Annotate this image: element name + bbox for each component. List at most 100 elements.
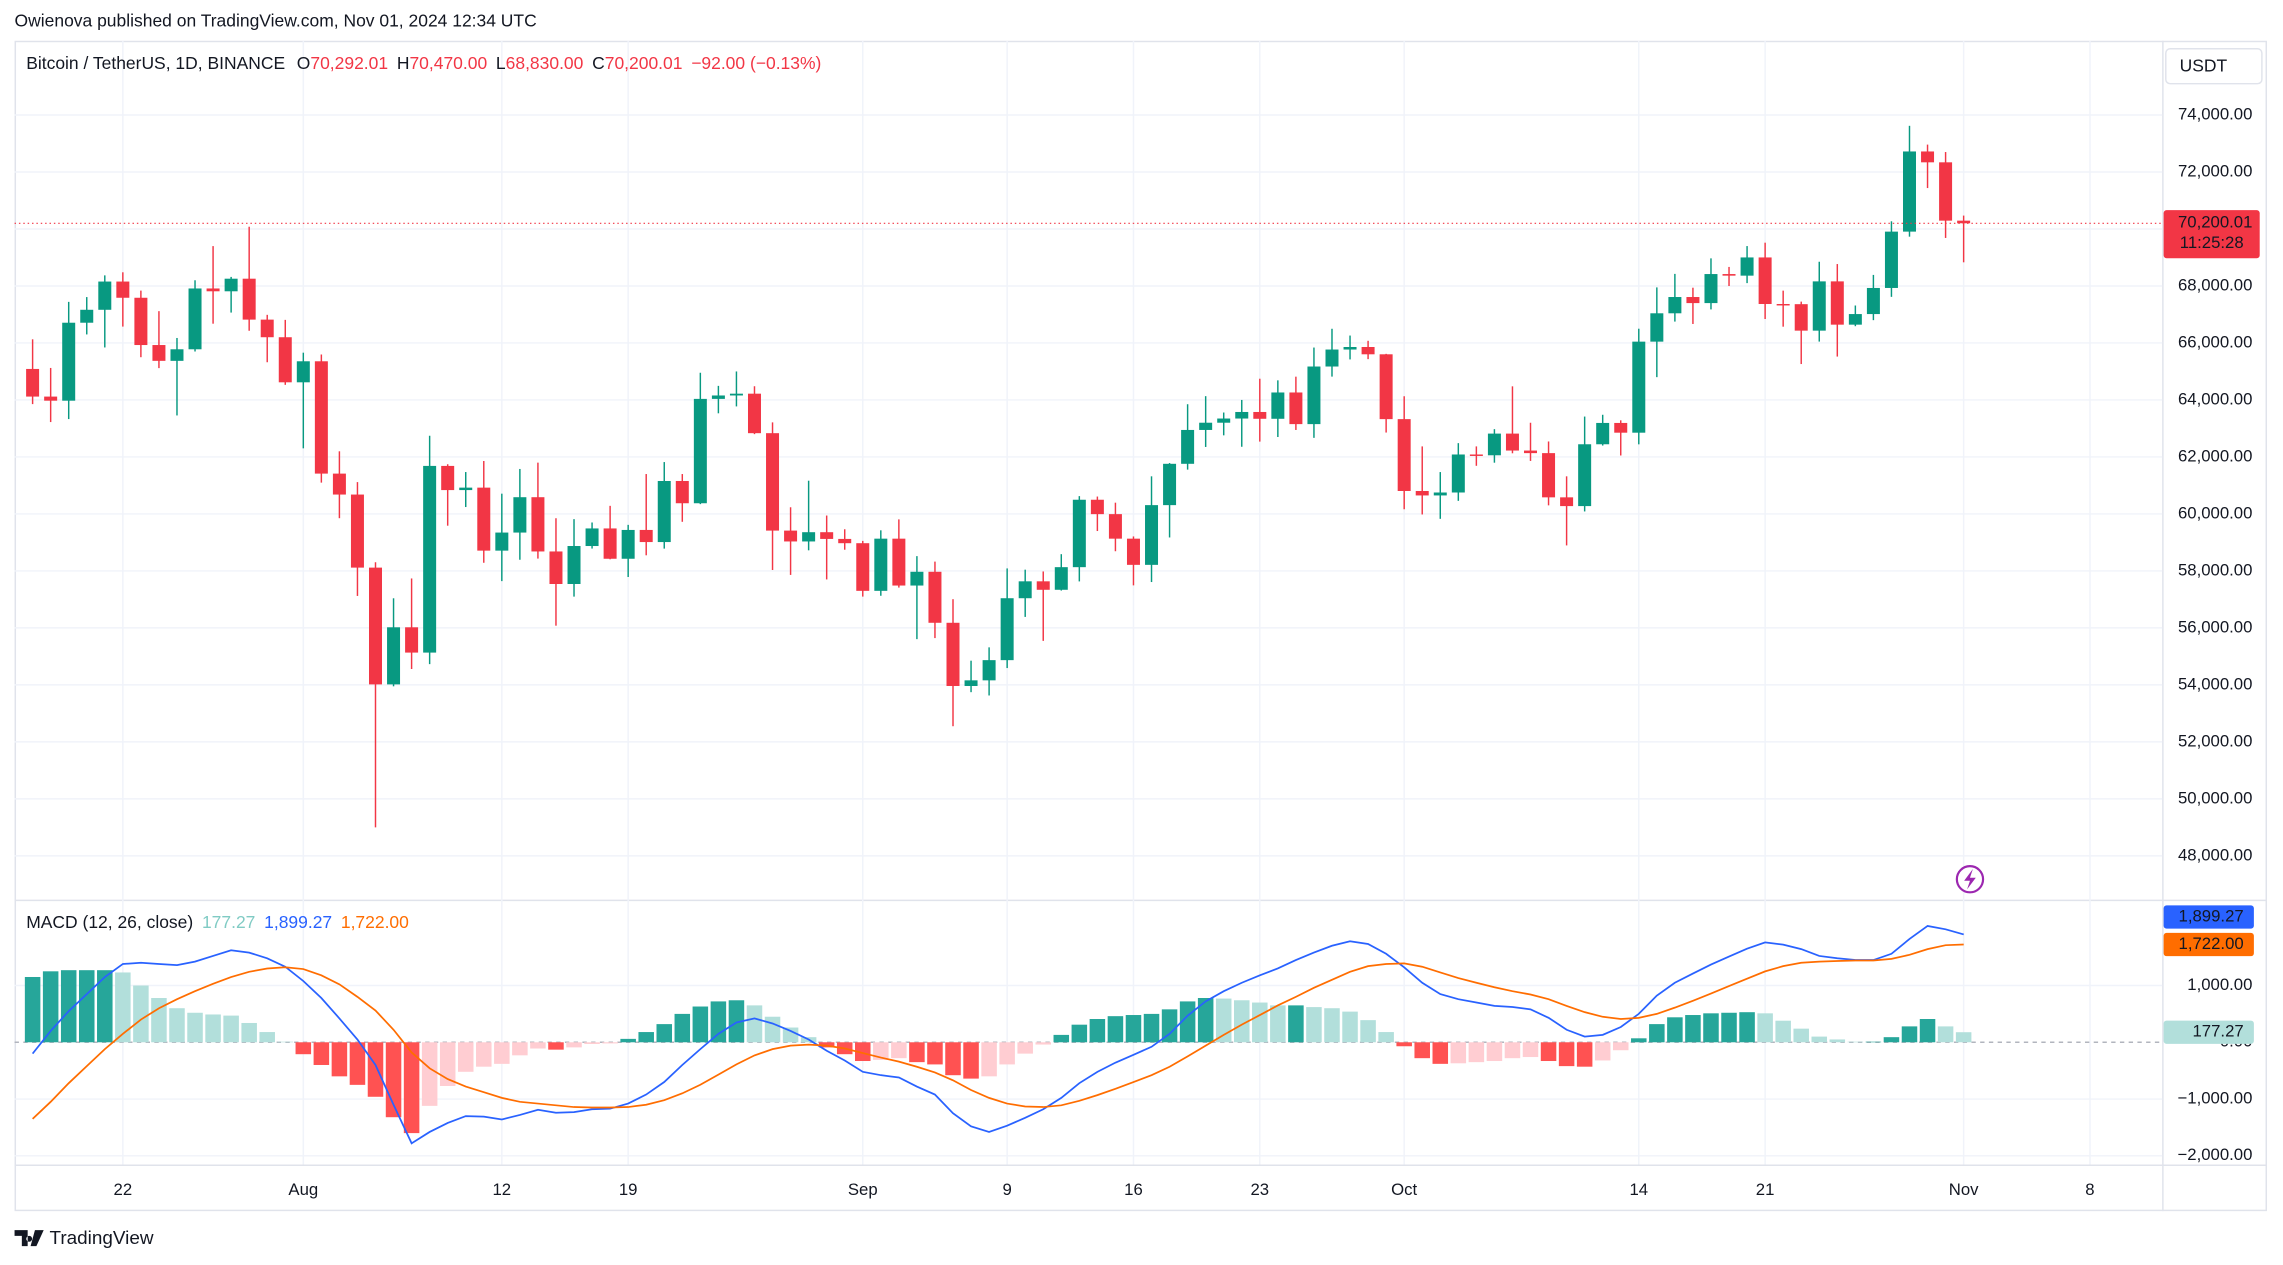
histogram-bar xyxy=(1342,1011,1358,1043)
histogram-bar xyxy=(295,1042,312,1055)
candle-body xyxy=(1884,231,1898,288)
histogram-bar xyxy=(457,1042,474,1072)
candle-body xyxy=(278,337,292,383)
candle-body xyxy=(964,680,978,686)
macd-value: 1,899.27 xyxy=(264,912,332,932)
candle-body xyxy=(1018,581,1032,599)
candle-body xyxy=(332,473,346,495)
histogram-bar xyxy=(1378,1032,1394,1043)
histogram-bar xyxy=(1360,1020,1376,1043)
histogram-bar xyxy=(1161,1009,1178,1043)
candle-body xyxy=(1614,422,1628,433)
candle-body xyxy=(1722,274,1736,276)
candle-body xyxy=(1524,450,1538,454)
candle-body xyxy=(152,345,166,361)
histogram-bar xyxy=(746,1005,763,1043)
histogram-bar xyxy=(512,1042,528,1056)
hist-value: 177.27 xyxy=(202,912,255,932)
candle-body xyxy=(1217,418,1231,423)
candle-body xyxy=(1108,514,1122,539)
histogram-bar xyxy=(1432,1042,1449,1064)
histogram-bar xyxy=(782,1027,799,1043)
macd-title: MACD (12, 26, close) xyxy=(26,912,193,932)
histogram-bar xyxy=(1775,1020,1791,1043)
histogram-bar xyxy=(1757,1013,1773,1043)
histogram-bar xyxy=(277,1041,294,1043)
histogram-bar xyxy=(78,970,95,1043)
candle-body xyxy=(1072,499,1086,568)
candle-body xyxy=(567,546,581,585)
candle-body xyxy=(98,281,112,310)
histogram-bar xyxy=(1486,1042,1503,1062)
candle-body xyxy=(1740,257,1754,276)
last-price-label: 70,200.01 xyxy=(2178,213,2252,232)
histogram-bar xyxy=(1955,1032,1972,1043)
histogram-bar xyxy=(1829,1039,1846,1043)
candle-body xyxy=(1578,444,1592,507)
candle-body xyxy=(1145,505,1159,565)
histogram-bar xyxy=(1703,1013,1719,1043)
frame xyxy=(14,40,2267,1212)
y-tick-label: 56,000.00 xyxy=(2178,617,2252,636)
y-tick-label: 1,000.00 xyxy=(2187,975,2252,994)
alert-icon[interactable] xyxy=(1955,865,1985,894)
histogram-bar xyxy=(1288,1005,1304,1043)
x-tick-label: Aug xyxy=(288,1180,318,1199)
candle-body xyxy=(693,398,707,504)
candle-body xyxy=(621,529,635,559)
logo xyxy=(14,1230,44,1247)
candle-body xyxy=(1668,297,1682,314)
histogram-bar xyxy=(1414,1042,1430,1059)
candle-body xyxy=(1307,366,1321,425)
histogram-bar xyxy=(656,1024,673,1043)
histogram-bar xyxy=(1504,1042,1521,1059)
histogram-bar xyxy=(1540,1042,1557,1062)
candle-body xyxy=(80,309,94,323)
currency[interactable]: USDT xyxy=(2180,56,2228,76)
histogram-bar xyxy=(1270,1005,1286,1043)
y-tick-label: 74,000.00 xyxy=(2178,104,2252,123)
candle-body xyxy=(1758,257,1772,305)
histogram-bar xyxy=(367,1042,384,1097)
histogram-bar xyxy=(133,985,149,1043)
histogram-bar xyxy=(927,1042,943,1065)
candle-body xyxy=(1794,304,1808,331)
ohlc-key: L xyxy=(496,53,506,73)
candle-body xyxy=(1505,433,1519,451)
candle-body xyxy=(874,538,888,591)
candle-body xyxy=(711,395,725,399)
candle-body xyxy=(549,551,563,585)
candle-body xyxy=(838,538,852,544)
candle-body xyxy=(1939,162,1953,221)
histogram-axis-label: 177.27 xyxy=(2192,1022,2243,1041)
currency-button[interactable] xyxy=(2165,48,2263,85)
candle-body xyxy=(1090,499,1104,515)
ohlc-value: 68,830.00 xyxy=(506,53,584,73)
candle-body xyxy=(1379,354,1393,420)
candle-body xyxy=(1000,598,1014,661)
ohlc-value: 70,200.01 xyxy=(605,53,683,73)
histogram-bar xyxy=(60,970,77,1043)
x-tick-label: 9 xyxy=(1002,1180,1011,1199)
histogram-bar xyxy=(1522,1042,1539,1058)
histogram-bar xyxy=(1721,1012,1737,1043)
candle-body xyxy=(1451,454,1465,493)
histogram-bar xyxy=(205,1014,221,1043)
candle-body xyxy=(729,393,743,396)
candle-body xyxy=(639,529,653,543)
candle-body xyxy=(260,319,274,338)
histogram-bar xyxy=(909,1042,925,1063)
histogram-bar xyxy=(1919,1019,1936,1043)
histogram-bar xyxy=(1631,1038,1647,1043)
histogram-bar xyxy=(1649,1024,1665,1043)
candle-body xyxy=(1253,411,1267,419)
histogram-bar xyxy=(1612,1042,1629,1051)
candle-body xyxy=(982,660,996,681)
candle-body xyxy=(1289,392,1303,425)
candle-body xyxy=(1848,314,1862,325)
x-tick-label: 12 xyxy=(493,1180,512,1199)
histogram-bar xyxy=(1811,1036,1828,1043)
histogram-bar xyxy=(385,1042,402,1118)
y-tick-label: 64,000.00 xyxy=(2178,389,2252,408)
histogram-bar xyxy=(1107,1016,1124,1043)
